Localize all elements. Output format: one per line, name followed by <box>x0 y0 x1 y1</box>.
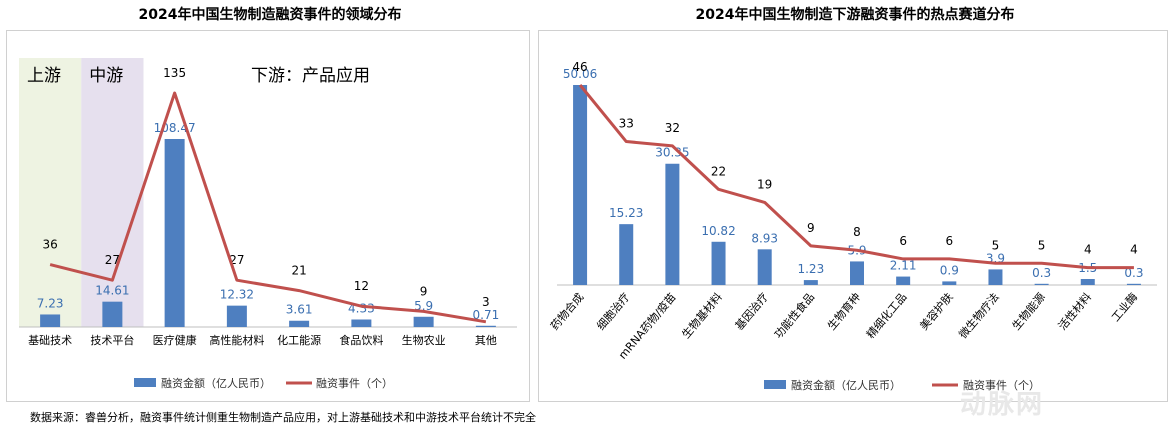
bar <box>803 280 818 285</box>
bar <box>573 85 588 285</box>
bar-value-label: 12.32 <box>220 288 254 302</box>
bar <box>40 314 61 327</box>
bar <box>102 301 123 327</box>
bar <box>289 320 310 327</box>
bar-value-label: 0.3 <box>1124 266 1143 280</box>
x-tick-label: 生物育种 <box>824 290 863 333</box>
bar <box>619 224 634 285</box>
midstream-band <box>81 58 144 327</box>
bar <box>351 319 372 327</box>
x-tick-label: 高性能材料 <box>209 333 264 347</box>
bar <box>1080 279 1095 285</box>
bar <box>164 139 185 327</box>
bar-value-label: 30.35 <box>655 146 689 160</box>
line-value-label: 9 <box>807 221 815 235</box>
chart1-svg: 上游 中游 下游：产品应用7.23基础技术3614.61技术平台27108.47医疗… <box>19 58 517 390</box>
x-tick-label: 基础技术 <box>28 334 72 347</box>
line-value-label: 8 <box>853 225 861 239</box>
line-value-label: 32 <box>665 121 680 135</box>
line-value-label: 3 <box>482 295 490 309</box>
line-value-label: 36 <box>42 238 57 252</box>
legend-bar-label: 融资金额（亿人民币） <box>161 376 271 390</box>
bar-value-label: 0.71 <box>473 308 500 322</box>
bar <box>413 316 434 327</box>
bar <box>665 163 680 285</box>
x-tick-label: 生物基材料 <box>679 290 725 341</box>
bar <box>850 261 864 285</box>
line-value-label: 4 <box>1084 243 1092 257</box>
bar-value-label: 2.11 <box>890 259 917 273</box>
line-value-label: 12 <box>354 279 369 293</box>
line-value-label: 19 <box>757 177 772 191</box>
bar <box>988 269 1003 285</box>
upstream-band <box>19 58 82 327</box>
x-tick-label: 微生物疗法 <box>956 290 1002 341</box>
bar <box>711 241 726 285</box>
series-line <box>578 84 1134 270</box>
series-line <box>49 91 487 324</box>
watermark-logo: 动脉网 <box>960 390 1045 420</box>
line-value-label: 22 <box>711 164 726 178</box>
x-tick-label: 精细化工品 <box>863 290 909 341</box>
line-value-label: 4 <box>1130 243 1138 257</box>
line-value-label: 33 <box>619 117 634 131</box>
chart2-title: 2024年中国生物制造下游融资事件的热点赛道分布 <box>695 7 1015 23</box>
bar <box>475 325 496 327</box>
x-tick-label: 药物合成 <box>547 290 586 333</box>
legend-bar-swatch <box>134 378 156 387</box>
line-value-label: 5 <box>992 238 1000 252</box>
chart2-svg: 50.06药物合成4615.23细胞治疗3330.35mRNA药物/疫苗3210… <box>547 60 1157 392</box>
x-tick-label: 活性材料 <box>1055 290 1094 333</box>
bar-value-label: 50.06 <box>563 67 597 81</box>
x-tick-label: 功能性食品 <box>771 290 817 341</box>
line-value-label: 6 <box>899 234 907 248</box>
x-tick-label: 其他 <box>475 334 497 347</box>
downstream-label: 下游：产品应用 <box>251 66 370 86</box>
x-tick-label: 基因治疗 <box>732 290 771 333</box>
x-tick-label: 生物能源 <box>1009 290 1048 333</box>
line-value-label: 5 <box>1038 238 1046 252</box>
bar <box>1126 283 1141 285</box>
bar <box>896 276 911 285</box>
line-value-label: 6 <box>945 234 953 248</box>
bar-value-label: 5.9 <box>414 299 433 313</box>
x-tick-label: 工业酶 <box>1109 291 1140 325</box>
legend-line-label: 融资事件（个） <box>963 379 1040 392</box>
bar-value-label: 0.9 <box>940 263 959 277</box>
x-tick-label: 细胞治疗 <box>594 290 633 333</box>
x-tick-label: 医疗健康 <box>153 333 197 347</box>
bar <box>1034 283 1049 285</box>
x-tick-label: 食品饮料 <box>339 333 383 347</box>
line-value-label: 21 <box>291 264 306 278</box>
legend-bar-label: 融资金额（亿人民币） <box>791 378 901 392</box>
chart1-panel: 上游 中游 下游：产品应用 7.23 基础技术 36 14.61 技术平台 27 108.47 医疗… <box>6 30 530 402</box>
x-tick-label: 生物农业 <box>402 333 446 347</box>
x-tick-label: 化工能源 <box>277 333 321 347</box>
bar <box>226 305 247 327</box>
line-value-label: 27 <box>229 253 244 267</box>
bar-value-label: 14.61 <box>95 284 129 298</box>
legend-bar-swatch <box>764 380 786 389</box>
line-value-label: 9 <box>420 284 428 298</box>
upstream-label: 上游 <box>27 66 61 86</box>
bar <box>757 249 772 285</box>
bar-value-label: 1.23 <box>797 262 824 276</box>
line-value-label: 27 <box>105 253 120 267</box>
chart2-panel: 50.06 药物合成 46 15.23 细胞治疗 33 30.35 mRNA药物/疫苗 32 10… <box>538 30 1168 402</box>
legend-line-label: 融资事件（个） <box>316 377 393 390</box>
x-tick-label: 美容护肤 <box>917 290 956 333</box>
x-tick-label: 技术平台 <box>90 333 134 347</box>
midstream-label: 中游 <box>89 66 123 86</box>
bar-value-label: 10.82 <box>701 224 735 238</box>
chart1-title: 2024年中国生物制造融资事件的领域分布 <box>138 7 402 23</box>
bar-value-label: 7.23 <box>37 296 64 310</box>
bar-value-label: 3.61 <box>286 303 313 317</box>
bar-value-label: 15.23 <box>609 206 643 220</box>
line-value-label: 135 <box>163 66 186 80</box>
bar-value-label: 8.93 <box>751 231 778 245</box>
bar <box>942 281 957 285</box>
line-value-label: 46 <box>572 60 587 74</box>
footnote: 数据来源：睿兽分析，融资事件统计侧重生物制造产品应用，对上游基础技术和中游技术平… <box>30 411 536 424</box>
bar-value-label: 0.3 <box>1032 266 1051 280</box>
